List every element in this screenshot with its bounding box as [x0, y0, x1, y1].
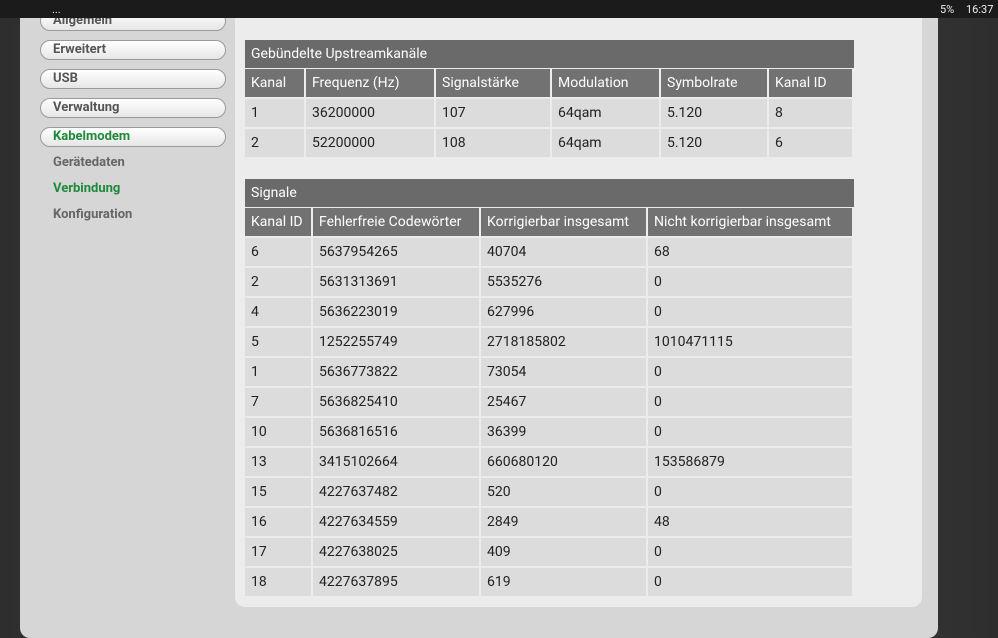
table-cell: 7 — [245, 388, 311, 416]
table-cell: 660680120 — [481, 448, 646, 476]
table-cell: 16 — [245, 508, 311, 536]
column-header: Frequenz (Hz) — [306, 69, 434, 97]
table-cell: 1 — [245, 99, 304, 127]
table-cell: 5636816516 — [313, 418, 479, 446]
nav-button[interactable]: Kabelmodem — [40, 127, 226, 147]
nav-subitem[interactable]: Gerätedaten — [53, 155, 125, 170]
table-cell: 3415102664 — [313, 448, 479, 476]
table-cell: 5636825410 — [313, 388, 479, 416]
table-cell: 2 — [245, 268, 311, 296]
table-cell: 73054 — [481, 358, 646, 386]
table-cell: 25467 — [481, 388, 646, 416]
column-header: Kanal ID — [769, 69, 852, 97]
table-cell: 36399 — [481, 418, 646, 446]
table-cell: 1 — [245, 358, 311, 386]
nav-button[interactable]: Erweitert — [40, 40, 226, 60]
column-header: Symbolrate — [661, 69, 767, 97]
table-cell: 8 — [769, 99, 852, 127]
table-cell: 0 — [648, 268, 852, 296]
table-cell: 13 — [245, 448, 311, 476]
table-cell: 0 — [648, 478, 852, 506]
table-cell: 4 — [245, 298, 311, 326]
table-cell: 15 — [245, 478, 311, 506]
table-cell: 64qam — [552, 99, 659, 127]
table-cell: 52200000 — [306, 129, 434, 157]
table-cell: 1252255749 — [313, 328, 479, 356]
nav-subitem[interactable]: Verbindung — [53, 181, 121, 196]
table-cell: 5636223019 — [313, 298, 479, 326]
table-cell: 40704 — [481, 238, 646, 266]
table-cell: 5.120 — [661, 129, 767, 157]
status-bar: ... 5% 16:37 — [0, 0, 998, 18]
table-cell: 0 — [648, 358, 852, 386]
table-cell: 5 — [245, 328, 311, 356]
table-cell: 17 — [245, 538, 311, 566]
nav-button[interactable]: Verwaltung — [40, 98, 226, 118]
nav-button[interactable]: USB — [40, 69, 226, 89]
table-cell: 0 — [648, 298, 852, 326]
table-cell: 5535276 — [481, 268, 646, 296]
table-cell: 6 — [769, 129, 852, 157]
table-cell: 619 — [481, 568, 646, 596]
table-title: Gebündelte Upstreamkanäle — [245, 40, 854, 68]
table-cell: 64qam — [552, 129, 659, 157]
table-cell: 107 — [436, 99, 550, 127]
table-cell: 520 — [481, 478, 646, 506]
column-header: Korrigierbar insgesamt — [481, 208, 646, 236]
table-cell: 409 — [481, 538, 646, 566]
table-cell: 1010471115 — [648, 328, 852, 356]
column-header: Signalstärke — [436, 69, 550, 97]
column-header: Fehlerfreie Codewörter — [313, 208, 479, 236]
table-cell: 10 — [245, 418, 311, 446]
table-cell: 2718185802 — [481, 328, 646, 356]
table-cell: 48 — [648, 508, 852, 536]
table-cell: 4227637895 — [313, 568, 479, 596]
table-cell: 18 — [245, 568, 311, 596]
column-header: Nicht korrigierbar insgesamt — [648, 208, 852, 236]
nav-subitem[interactable]: Konfiguration — [53, 207, 133, 222]
table-cell: 108 — [436, 129, 550, 157]
column-header: Modulation — [552, 69, 659, 97]
table-cell: 0 — [648, 388, 852, 416]
table-cell: 6 — [245, 238, 311, 266]
table-cell: 0 — [648, 538, 852, 566]
table-title: Signale — [245, 179, 854, 207]
table-cell: 2 — [245, 129, 304, 157]
table-cell: 5.120 — [661, 99, 767, 127]
table-cell: 5636773822 — [313, 358, 479, 386]
table-cell: 4227638025 — [313, 538, 479, 566]
battery: 5% — [940, 3, 955, 16]
status-dots: ... — [52, 3, 61, 16]
column-header: Kanal — [245, 69, 304, 97]
table-cell: 36200000 — [306, 99, 434, 127]
table-cell: 153586879 — [648, 448, 852, 476]
table-cell: 4227637482 — [313, 478, 479, 506]
table-cell: 5631313691 — [313, 268, 479, 296]
table-cell: 68 — [648, 238, 852, 266]
column-header: Kanal ID — [245, 208, 311, 236]
table-cell: 0 — [648, 568, 852, 596]
table-cell: 0 — [648, 418, 852, 446]
clock: 16:37 — [966, 3, 994, 16]
table-cell: 4227634559 — [313, 508, 479, 536]
table-cell: 5637954265 — [313, 238, 479, 266]
table-cell: 627996 — [481, 298, 646, 326]
table-cell: 2849 — [481, 508, 646, 536]
